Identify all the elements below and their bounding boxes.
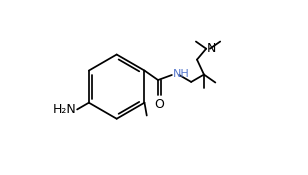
Text: H₂N: H₂N [52,103,76,116]
Text: N: N [207,42,217,55]
Text: NH: NH [172,69,189,79]
Text: O: O [154,98,164,111]
